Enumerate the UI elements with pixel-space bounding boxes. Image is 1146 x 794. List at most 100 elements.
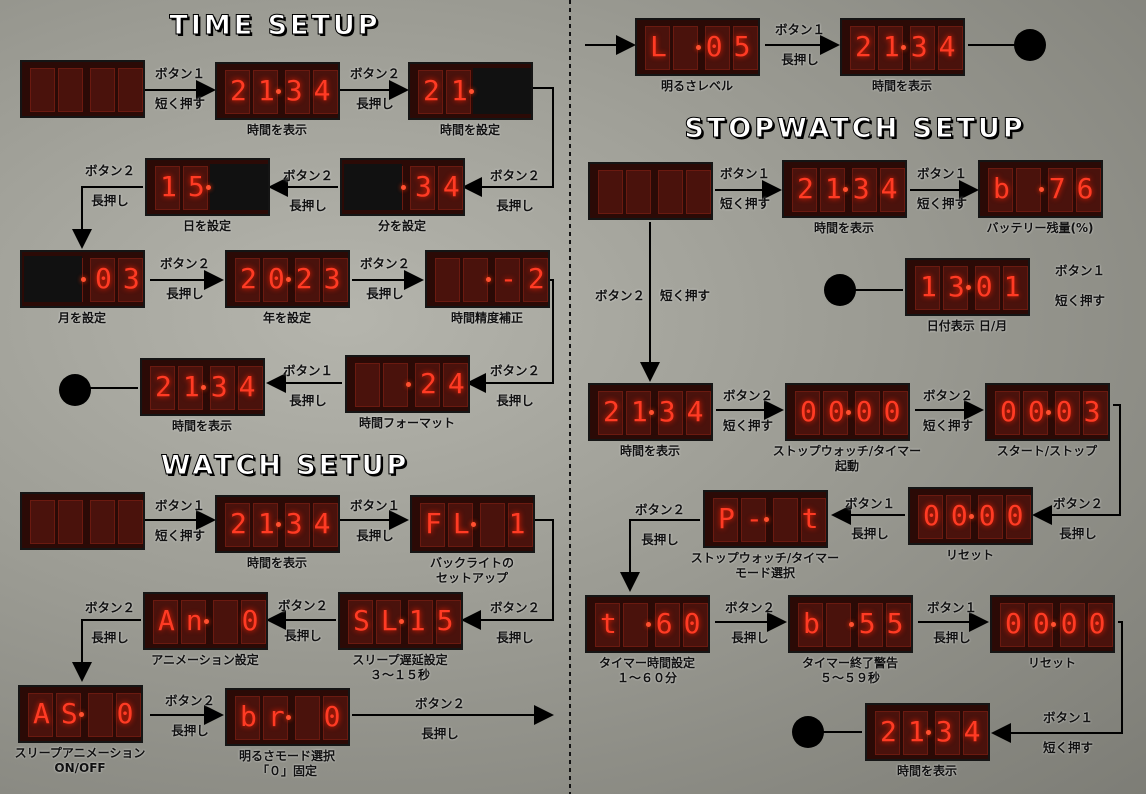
display-digits: P- t [718, 502, 830, 535]
caption: スリープアニメーション [14, 746, 146, 760]
display: 24 [345, 355, 470, 413]
caption: 年を設定 [262, 311, 311, 325]
display: 03 [20, 250, 145, 308]
digit-cell [285, 70, 310, 114]
display-digits: AS 0 [33, 697, 145, 730]
digit-cell [438, 166, 463, 210]
digit-cell [886, 603, 911, 647]
display-digits: 2134 [603, 395, 715, 428]
digit-cell [880, 168, 905, 212]
display: 15 [145, 158, 270, 216]
caption: １～６０分 [616, 671, 677, 685]
button-label: ボタン２ [414, 696, 465, 711]
display: SL15 [338, 592, 463, 650]
action-label: 短く押す [1042, 740, 1093, 755]
digit-cell [938, 26, 963, 70]
button-label: ボタン２ [489, 168, 540, 183]
display: 2134 [782, 160, 907, 218]
action-label: 短く押す [922, 418, 973, 433]
digit-cell [1060, 603, 1085, 647]
digit-cell [28, 693, 53, 737]
caption: バッテリー残量(%) [986, 221, 1094, 235]
digit-cell [598, 391, 623, 435]
digit-cell [915, 266, 940, 310]
button-label: ボタン１ [154, 66, 205, 81]
end-dots [59, 29, 1046, 748]
blackout [210, 164, 268, 210]
colon-dot [1051, 622, 1056, 627]
digit-cell [773, 498, 798, 542]
digit-cell [58, 500, 83, 544]
display-digits: -2 [500, 262, 556, 295]
digit-cell [523, 258, 548, 302]
button-label: ボタン２ [489, 600, 540, 615]
display-digits: 0003 [1000, 395, 1112, 428]
digit-cell [178, 366, 203, 410]
button-label: ボタン２ [1052, 496, 1103, 511]
digit-cell [626, 170, 651, 214]
caption: 時間フォーマット [358, 416, 455, 430]
blackout [24, 256, 82, 302]
digit-cell [978, 495, 1003, 539]
display-digits: b 55 [803, 607, 915, 640]
colon-dot [276, 89, 281, 94]
caption: 起動 [834, 459, 859, 473]
digit-cell [118, 500, 143, 544]
display: 2134 [140, 358, 265, 416]
display-digits: 2134 [797, 172, 909, 205]
action-label: 長押し [781, 52, 819, 67]
colon-dot [206, 185, 211, 190]
caption: ON/OFF [54, 761, 106, 775]
digit-cell [348, 600, 373, 644]
display: L 05 [635, 18, 760, 76]
display: b 76 [978, 160, 1103, 218]
colon-dot [486, 277, 491, 282]
display: AS 0 [18, 685, 143, 743]
display-digits: b 76 [993, 172, 1105, 205]
display: 21 [408, 62, 533, 120]
caption: 月を設定 [57, 311, 106, 325]
digit-cell [935, 711, 960, 755]
digit-cell [975, 266, 1000, 310]
digit-cell [673, 26, 698, 70]
digit-cell [480, 503, 505, 547]
colon-dot [286, 277, 291, 282]
display: 2134 [840, 18, 965, 76]
digit-cell [408, 600, 433, 644]
section-title: WATCH SETUP [160, 450, 410, 482]
digit-cell [801, 498, 826, 542]
digit-cell [910, 26, 935, 70]
display-digits: 21 [423, 74, 479, 107]
display-digits: 1301 [920, 270, 1032, 303]
display: 1301 [905, 258, 1030, 316]
digit-cell [1076, 168, 1101, 212]
colon-dot [471, 522, 476, 527]
colon-dot [1039, 187, 1044, 192]
digit-cell [733, 26, 758, 70]
action-label: 短く押す [154, 96, 205, 111]
caption: 時間を表示 [619, 444, 680, 458]
digit-cell [875, 711, 900, 755]
caption: 時間を表示 [871, 79, 932, 93]
button-label: ボタン２ [84, 163, 135, 178]
display: 0000 [785, 383, 910, 441]
caption: 時間を表示 [246, 556, 307, 570]
display-blank [20, 492, 145, 550]
digit-cell [850, 26, 875, 70]
action-label: 長押し [496, 630, 534, 645]
action-label: 長押し [421, 726, 459, 741]
button-label: ボタン１ [926, 600, 977, 615]
button-label: ボタン２ [489, 363, 540, 378]
display-digits: 2134 [230, 74, 342, 107]
button-label: ボタン２ [359, 256, 410, 271]
digit-cell [285, 503, 310, 547]
caption: リセット [1027, 656, 1076, 670]
digit-cell [118, 68, 143, 112]
button-label: ボタン２ [922, 388, 973, 403]
display: -2 [425, 250, 550, 308]
display-digits: 24 [420, 367, 476, 400]
caption: 時間を設定 [439, 123, 500, 137]
section-title: TIME SETUP [169, 10, 381, 42]
digit-cell [855, 391, 880, 435]
digit-cell [1000, 603, 1025, 647]
